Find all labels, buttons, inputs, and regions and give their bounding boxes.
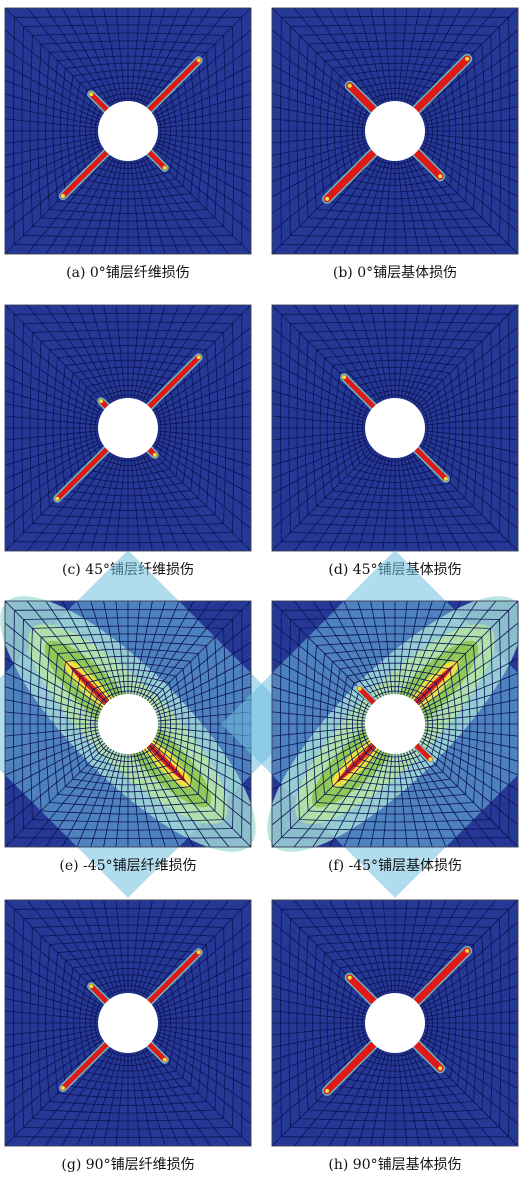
- damage-spot: [438, 1066, 442, 1070]
- hole: [365, 101, 425, 161]
- caption: (g) 90°铺层纤维损伤: [61, 1157, 194, 1173]
- damage-spot: [153, 453, 157, 457]
- fe-panel: [272, 8, 518, 254]
- damage-spot: [89, 92, 93, 96]
- hole: [365, 993, 425, 1053]
- damage-spot: [428, 757, 432, 761]
- caption: (b) 0°铺层基体损伤: [333, 264, 457, 281]
- hole: [98, 694, 158, 754]
- hole: [365, 694, 425, 754]
- fe-panel: [5, 305, 251, 551]
- damage-spot: [325, 197, 329, 201]
- caption: (e) -45°铺层纤维损伤: [59, 858, 196, 874]
- damage-spot: [444, 477, 448, 481]
- damage-spot: [163, 1058, 167, 1062]
- damage-spot: [197, 950, 201, 954]
- hole: [98, 993, 158, 1053]
- caption: (a) 0°铺层纤维损伤: [66, 265, 190, 281]
- damage-spot: [163, 166, 167, 170]
- fe-panel: [221, 550, 519, 898]
- damage-spot: [342, 375, 346, 379]
- damage-spot: [358, 687, 362, 691]
- damage-spot: [61, 194, 65, 198]
- damage-spot: [55, 497, 59, 501]
- fe-panel: [272, 900, 518, 1146]
- damage-spot: [325, 1089, 329, 1093]
- hole: [365, 398, 425, 458]
- hole: [98, 398, 158, 458]
- damage-spot: [61, 1086, 65, 1090]
- damage-spot: [197, 58, 201, 62]
- fe-panel: [5, 900, 251, 1146]
- hole: [98, 101, 158, 161]
- damage-spot: [197, 355, 201, 359]
- damage-spot: [99, 399, 103, 403]
- damage-spot: [89, 984, 93, 988]
- figure: (a) 0°铺层纤维损伤(b) 0°铺层基体损伤(c) 45°铺层纤维损伤(d)…: [0, 0, 519, 1181]
- caption: (h) 90°铺层基体损伤: [328, 1156, 461, 1173]
- damage-spot: [438, 174, 442, 178]
- caption: (f) -45°铺层基体损伤: [328, 857, 462, 874]
- damage-spot: [348, 976, 352, 980]
- damage-spot: [348, 84, 352, 88]
- damage-spot: [465, 949, 469, 953]
- damage-spot: [465, 57, 469, 61]
- fe-panel: [5, 8, 251, 254]
- fe-panel: [272, 305, 518, 551]
